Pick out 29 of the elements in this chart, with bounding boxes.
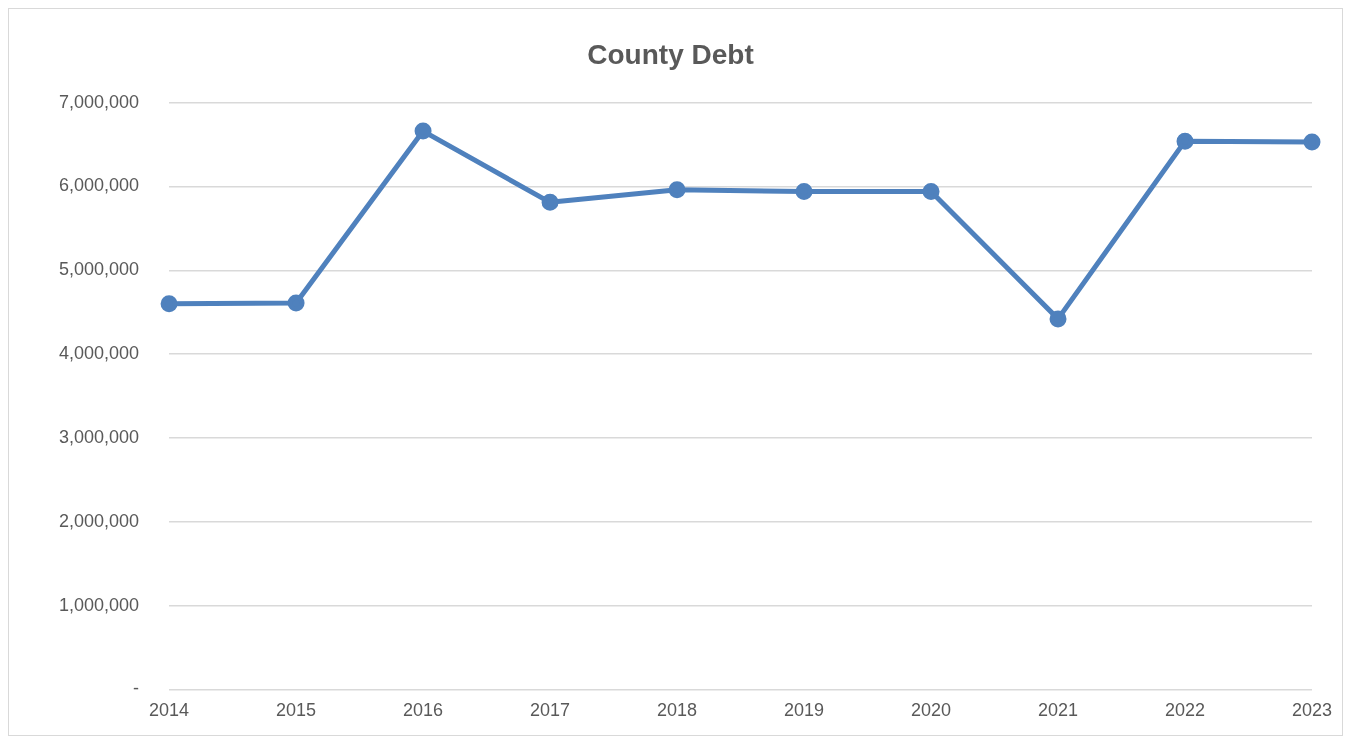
point xyxy=(1303,133,1321,151)
x-tick-label: 2020 xyxy=(911,700,952,721)
chart-title: County Debt xyxy=(587,38,754,70)
x-tick-label: 2021 xyxy=(1037,700,1079,721)
y-tick-label: 2,000,000 xyxy=(59,510,140,531)
y-tick-label: - xyxy=(133,678,140,699)
point xyxy=(541,193,559,211)
point xyxy=(922,182,940,200)
y-tick-label: 6,000,000 xyxy=(59,175,140,196)
y-tick-label: 1,000,000 xyxy=(59,594,140,615)
point xyxy=(1176,132,1194,150)
point xyxy=(795,182,813,200)
x-tick-label: 2022 xyxy=(1164,700,1206,721)
point xyxy=(1049,310,1067,328)
x-tick-label: 2016 xyxy=(403,700,444,721)
x-tick-label: 2018 xyxy=(657,700,698,721)
point xyxy=(414,122,432,140)
x-tick-label: 2014 xyxy=(149,700,190,721)
x-tick-label: 2023 xyxy=(1291,700,1333,721)
y-tick-label: 4,000,000 xyxy=(59,343,140,364)
y-tick-label: 3,000,000 xyxy=(59,426,140,447)
y-tick-label: 7,000,000 xyxy=(59,91,140,112)
x-tick-label: 2017 xyxy=(530,700,571,721)
point xyxy=(160,295,178,313)
x-tick-label: 2015 xyxy=(276,700,317,721)
point xyxy=(287,294,305,312)
point xyxy=(668,181,686,199)
y-tick-label: 5,000,000 xyxy=(59,259,140,280)
x-tick-label: 2019 xyxy=(784,700,825,721)
